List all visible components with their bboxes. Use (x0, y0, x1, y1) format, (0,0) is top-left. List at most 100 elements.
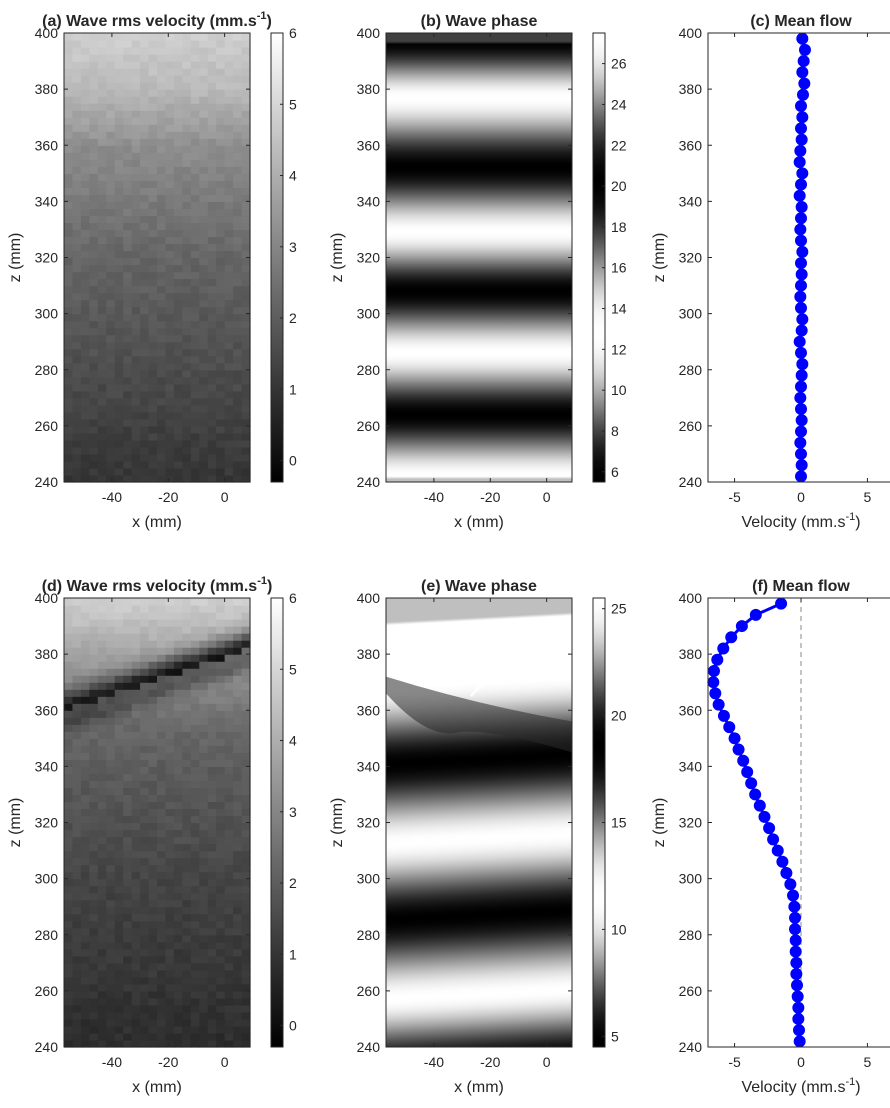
heatmap-cell (114, 257, 124, 266)
heatmap-cell (114, 955, 124, 964)
heatmap-cell (114, 299, 124, 308)
heatmap-cell (80, 75, 90, 83)
heatmap-cell (157, 913, 167, 922)
phase-gradient (386, 598, 572, 1047)
heatmap-cell (148, 1032, 158, 1041)
heatmap-cell (123, 103, 133, 111)
heatmap-cell (157, 439, 167, 448)
heatmap-cell (190, 145, 200, 153)
heatmap-cell (173, 82, 183, 90)
heatmap-cell (114, 313, 124, 322)
x-axis-label: Velocity (mm.s-1) (741, 511, 860, 531)
heatmap-cell (72, 299, 82, 308)
panel-title: (d) Wave rms velocity (mm.s-1) (42, 575, 273, 595)
heatmap-cell (224, 801, 234, 810)
heatmap-cell (97, 320, 107, 329)
heatmap-cell (241, 61, 251, 69)
heatmap-cell (165, 110, 175, 118)
heatmap-cell (241, 292, 251, 301)
heatmap-cell (114, 159, 124, 167)
heatmap-cell (157, 843, 167, 852)
heatmap-cell (173, 871, 183, 880)
heatmap-cell (72, 892, 82, 901)
y-tick-label: 360 (357, 702, 381, 718)
heatmap-cell (106, 640, 116, 648)
heatmap-cell (64, 96, 74, 104)
x-axis-label: x (mm) (132, 514, 182, 531)
heatmap-cell (182, 885, 192, 894)
heatmap-cell (173, 850, 183, 859)
heatmap-cell (80, 131, 90, 139)
y-tick-label: 280 (679, 362, 703, 378)
heatmap-cell (224, 1004, 234, 1013)
heatmap-cell (148, 794, 158, 803)
heatmap-cell (131, 850, 141, 859)
heatmap-cell (157, 1011, 167, 1020)
colorbar-tick-label: 8 (611, 423, 619, 439)
colorbar (592, 32, 606, 483)
heatmap-cell (97, 738, 107, 746)
heatmap-cell (241, 997, 251, 1006)
heatmap-cell (89, 1039, 99, 1048)
heatmap-cell (148, 320, 158, 329)
heatmap-cell (114, 990, 124, 999)
heatmap-cell (199, 983, 209, 992)
heatmap-cell (233, 696, 243, 704)
heatmap-cell (157, 703, 167, 711)
heatmap-cell (89, 955, 99, 964)
heatmap-cell (72, 264, 82, 273)
heatmap-cell (64, 187, 74, 195)
y-tick-label: 340 (679, 193, 703, 209)
heatmap-cell (216, 962, 226, 971)
heatmap-cell (131, 110, 141, 118)
heatmap-cell (80, 250, 90, 259)
heatmap-cell (80, 334, 90, 343)
heatmap-cell (97, 850, 107, 859)
heatmap-cell (216, 773, 226, 782)
heatmap-cell (64, 250, 74, 259)
heatmap-cell (131, 934, 141, 943)
heatmap-cell (131, 47, 141, 55)
heatmap-cell (182, 383, 192, 392)
heatmap-cell (106, 997, 116, 1006)
heatmap-cell (64, 257, 74, 266)
heatmap-cell (216, 794, 226, 803)
heatmap-cell (64, 934, 74, 943)
heatmap-cell (165, 467, 175, 476)
heatmap-cell (106, 668, 116, 676)
heatmap-cell (114, 369, 124, 378)
heatmap-cell (157, 40, 167, 48)
heatmap-cell (157, 334, 167, 343)
heatmap-cell (131, 292, 141, 301)
heatmap-cell (97, 822, 107, 831)
heatmap-cell (157, 82, 167, 90)
heatmap-cell (148, 334, 158, 343)
heatmap-cell (173, 1004, 183, 1013)
heatmap-cell (140, 689, 150, 697)
colorbar-tick-label: 6 (611, 464, 619, 480)
heatmap-cell (64, 103, 74, 111)
heatmap-cell (233, 61, 243, 69)
heatmap-cell (157, 124, 167, 132)
heatmap-cell (131, 878, 141, 887)
heatmap-cell (241, 397, 251, 406)
heatmap-cell (97, 411, 107, 420)
data-point (758, 810, 771, 823)
heatmap-cell (182, 369, 192, 378)
heatmap-cell (114, 759, 124, 767)
heatmap-cell (123, 453, 133, 462)
heatmap-cell (165, 54, 175, 62)
heatmap-cell (140, 752, 150, 760)
heatmap-cell (173, 397, 183, 406)
heatmap-cell (190, 348, 200, 357)
heatmap-cell (224, 1011, 234, 1020)
heatmap-cell (199, 745, 209, 753)
heatmap-cell (123, 208, 133, 217)
heatmap-cell (131, 752, 141, 760)
heatmap-cell (173, 801, 183, 810)
heatmap-cell (80, 822, 90, 831)
heatmap-cell (64, 913, 74, 922)
heatmap-cell (89, 194, 99, 202)
heatmap-cell (131, 738, 141, 746)
heatmap-cell (216, 369, 226, 378)
